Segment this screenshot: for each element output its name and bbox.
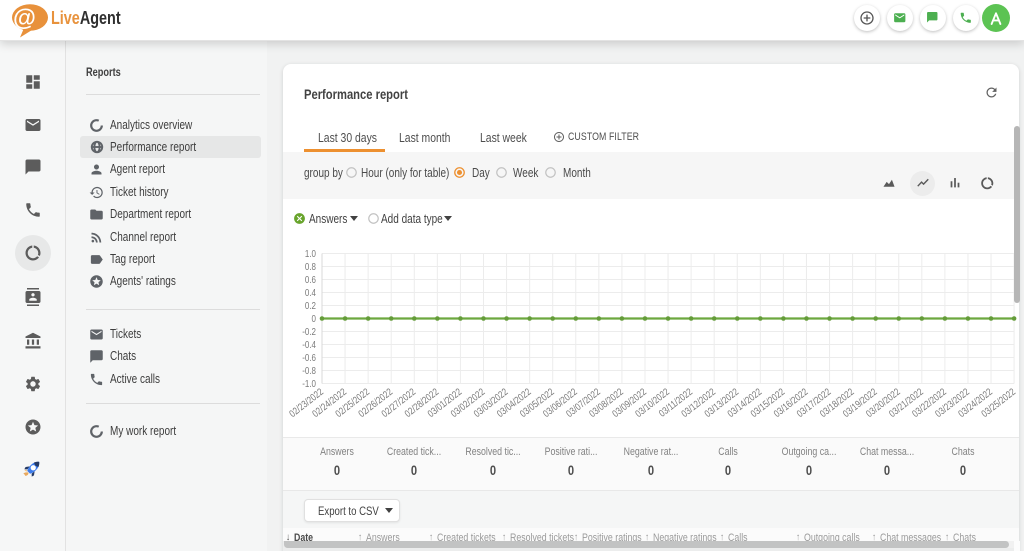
- svg-text:-0.6: -0.6: [302, 352, 316, 363]
- svg-text:0.4: 0.4: [305, 287, 316, 298]
- svg-text:-0.8: -0.8: [302, 365, 316, 376]
- svg-text:-1.0: -1.0: [302, 378, 316, 389]
- svg-text:0.8: 0.8: [305, 261, 316, 272]
- svg-text:-0.4: -0.4: [302, 339, 316, 350]
- svg-text:-0.2: -0.2: [302, 326, 316, 337]
- svg-text:0.6: 0.6: [305, 274, 316, 285]
- svg-text:0: 0: [312, 313, 316, 324]
- svg-text:@: @: [13, 5, 36, 31]
- svg-text:1.0: 1.0: [305, 248, 316, 259]
- svg-text:0.2: 0.2: [305, 300, 316, 311]
